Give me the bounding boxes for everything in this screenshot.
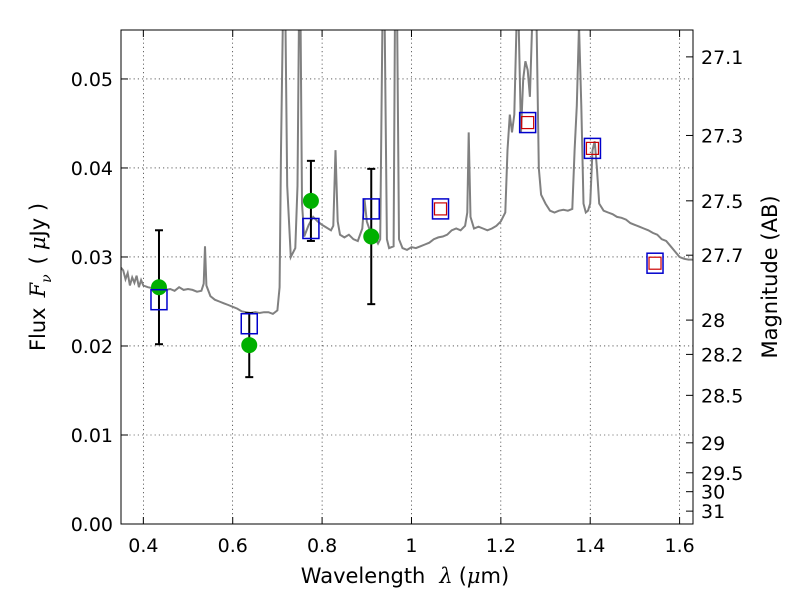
x-tick-label: 0.8 (307, 535, 337, 557)
x-tick-label: 0.6 (218, 535, 248, 557)
observed-point (363, 228, 380, 245)
model-point (240, 312, 259, 335)
observed-point (150, 279, 167, 296)
x-tick-label: 1 (405, 535, 417, 557)
x-tick-label: 1.6 (664, 535, 694, 557)
y-tick-label: 0.01 (71, 425, 113, 447)
observed-points (150, 192, 380, 354)
y2-axis-label: Magnitude (AB) (758, 195, 782, 358)
y-tick-label: 0.05 (71, 69, 113, 91)
y-tick-label: 0.00 (71, 514, 113, 536)
model-point (302, 217, 320, 240)
y2-tick-label: 30 (701, 482, 725, 504)
x-tick-label: 0.4 (128, 535, 158, 557)
y-axis-ticks: 0.00 0.01 0.02 0.03 0.04 0.05 (71, 69, 128, 536)
y2-tick-label: 27.5 (701, 191, 743, 213)
spectrum-line (121, 30, 693, 316)
x-axis-ticks: 0.4 0.6 0.8 1 1.2 1.4 1.6 (128, 30, 695, 557)
plot-background (121, 30, 693, 524)
y2-tick-label: 29 (701, 433, 725, 455)
y-tick-label: 0.03 (71, 247, 113, 269)
y2-tick-label: 31 (701, 501, 725, 523)
model-points (150, 111, 664, 335)
model-point (518, 111, 537, 134)
x-tick-label: 1.4 (575, 535, 605, 557)
y2-tick-label: 27.3 (701, 125, 743, 147)
x-tick-label: 1.2 (486, 535, 516, 557)
model-point-inner (585, 141, 600, 155)
y2-tick-label: 28.5 (701, 385, 743, 407)
observed-point (302, 192, 319, 209)
plot-frame (120, 29, 694, 525)
model-point-inner (521, 115, 535, 130)
y2-tick-label: 28 (701, 310, 725, 332)
y2-tick-label: 27.1 (701, 47, 743, 69)
model-point (150, 288, 168, 311)
y2-tick-label: 29.5 (701, 463, 743, 485)
y2-tick-label: 28.2 (701, 344, 743, 366)
model-point-inner (433, 202, 448, 216)
model-point-inner (648, 256, 662, 270)
model-point (583, 137, 602, 160)
y-axis-label: FluxFν(μJy ) (26, 203, 55, 351)
y-tick-label: 0.02 (71, 336, 113, 358)
model-point (646, 252, 664, 274)
x-axis-label: Wavelength λ (μm) (301, 564, 509, 588)
y-tick-label: 0.04 (71, 158, 113, 180)
observed-point (241, 337, 258, 354)
y2-tick-label: 27.7 (701, 245, 743, 267)
model-point (431, 198, 450, 220)
model-point (362, 198, 380, 220)
